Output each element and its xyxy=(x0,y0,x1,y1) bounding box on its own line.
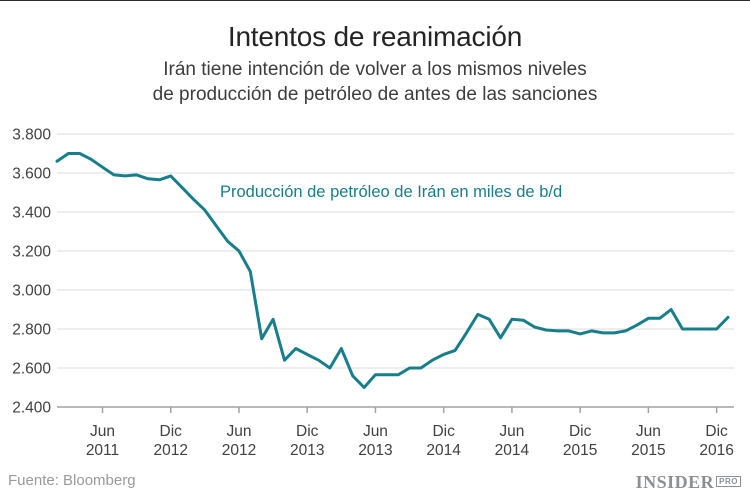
grid-layer xyxy=(57,133,734,408)
x-axis-label-month: Jun xyxy=(499,423,524,440)
x-axis-label-year: 2015 xyxy=(631,442,665,459)
x-axis-label-month: Dic xyxy=(569,423,592,440)
insiderpro-logo: INSIDER PRO xyxy=(636,472,741,493)
top-rule xyxy=(0,0,750,1)
chart-subtitle-line1: Irán tiene intención de volver a los mis… xyxy=(163,59,587,80)
x-axis-label-month: Jun xyxy=(90,423,115,440)
x-axis-label-month: Dic xyxy=(705,423,728,440)
chart-subtitle-line2: de producción de petróleo de antes de la… xyxy=(152,84,598,105)
x-axis-label-month: Dic xyxy=(160,423,183,440)
x-axis-label-year: 2016 xyxy=(699,442,733,459)
x-axis-label-year: 2014 xyxy=(426,442,461,459)
x-axis-label-month: Jun xyxy=(636,423,661,440)
x-axis-label-month: Dic xyxy=(432,423,455,440)
series-label: Producción de petróleo de Irán en miles … xyxy=(220,183,562,201)
y-axis-label: 3.200 xyxy=(12,244,51,261)
x-axis-label-year: 2013 xyxy=(290,442,324,459)
x-axis-label-year: 2013 xyxy=(358,442,392,459)
series-layer xyxy=(55,152,730,389)
production-line xyxy=(55,152,730,389)
x-axis-label-year: 2012 xyxy=(153,442,187,459)
x-axis-label-month: Dic xyxy=(296,423,319,440)
x-axis-label-month: Jun xyxy=(363,423,388,440)
chart-title: Intentos de reanimación xyxy=(227,21,523,52)
logo-text: INSIDER xyxy=(635,472,715,492)
y-axis-label: 3.800 xyxy=(12,127,51,144)
x-axis-label-year: 2014 xyxy=(495,442,530,459)
axis-layer: 2.400 2.600 2.800 3.000 3.200 3.400 3.600 3.800… xyxy=(12,127,734,460)
y-axis-label: 3.000 xyxy=(12,283,51,300)
x-axis-label-year: 2015 xyxy=(563,442,597,459)
x-axis-label-year: 2012 xyxy=(222,442,256,459)
x-axis-label-year: 2011 xyxy=(86,442,119,459)
chart-subtitle: Irán tiene intención de volver a los mis… xyxy=(0,57,750,107)
source-credit: Fuente: Bloomberg xyxy=(8,472,136,489)
y-axis-label: 3.400 xyxy=(12,205,51,222)
y-axis-label: 2.600 xyxy=(12,361,51,378)
y-axis-label: 2.800 xyxy=(12,322,51,339)
x-axis-label-month: Jun xyxy=(226,423,251,440)
y-axis-label: 3.600 xyxy=(12,166,51,183)
y-axis-label: 2.400 xyxy=(12,400,51,417)
logo-pro-badge: PRO xyxy=(716,476,741,487)
